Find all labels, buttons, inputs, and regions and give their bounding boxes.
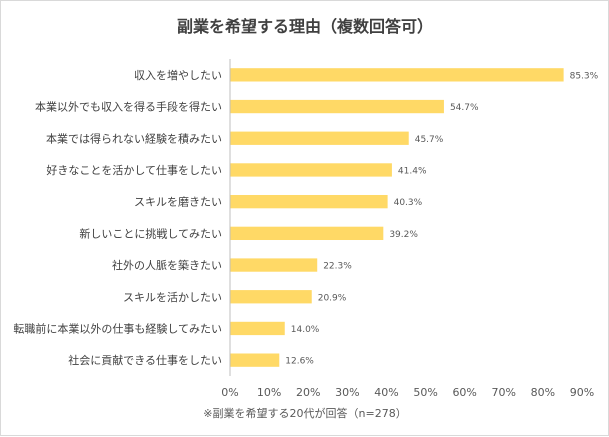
value-label-9: 14.0% [291,325,320,335]
category-label-3: 本業では得られない経験を積みたい [46,131,222,145]
bar-4 [230,163,392,177]
bar-2 [230,99,444,114]
value-label-10: 12.6% [285,357,314,367]
bar-1 [230,68,564,82]
value-label-5: 40.3% [394,198,423,208]
bar-3 [230,131,409,145]
x-tick-label-3: 30% [335,386,359,399]
category-label-2: 本業以外でも収入を得る手段を得たい [35,100,222,114]
x-tick-label-7: 70% [492,386,516,399]
x-tick-label-9: 90% [570,386,594,399]
value-labels: 85.3% 54.7% 45.7% 41.4% 40.3% 39.2% 22.3% 20.9%… [285,71,598,366]
bar-6 [230,226,384,241]
category-label-5: スキルを磨きたい [134,196,222,209]
category-label-8: スキルを活かしたい [123,291,222,304]
x-tick-label-5: 50% [413,386,437,399]
bar-7 [230,258,318,272]
category-label-10: 社会に貢献できる仕事をしたい [68,353,222,367]
bars-layer [230,68,564,367]
bar-5 [230,194,388,209]
chart-title: 副業を希望する理由（複数回答可） [177,17,433,36]
category-label-6: 新しいことに挑戦してみたい [79,226,222,240]
category-label-1: 収入を増やしたい [134,69,222,82]
category-label-9: 転職前に本業以外の仕事も経験してみたい [13,321,222,335]
x-tick-label-0: 0% [221,386,238,399]
category-labels: 収入を増やしたい本業以外でも収入を得る手段を得たい本業では得られない経験を積みた… [13,69,222,367]
x-tick-label-1: 10% [257,386,281,399]
value-label-3: 45.7% [415,135,444,145]
value-label-4: 41.4% [398,166,427,176]
category-label-4: 好きなことを活かして仕事をしたい [46,163,222,177]
bar-10 [230,353,280,367]
value-label-6: 39.2% [389,230,418,240]
x-tick-label-4: 40% [374,386,398,399]
x-tick-label-2: 20% [296,386,320,399]
bar-9 [230,321,285,336]
bar-8 [230,290,312,304]
x-axis-tick-labels: 0% 10% 20% 30% 40% 50% 60% 70% 80% 90% [221,386,594,399]
category-label-7: 社外の人脈を築きたい [112,258,222,272]
footnote: ※副業を希望する20代が回答（n=278） [203,406,406,420]
value-label-7: 22.3% [323,262,352,272]
value-label-8: 20.9% [318,293,347,303]
value-label-1: 85.3% [570,71,599,81]
value-label-2: 54.7% [450,103,479,113]
x-tick-label-6: 60% [452,386,476,399]
x-tick-label-8: 80% [531,386,555,399]
